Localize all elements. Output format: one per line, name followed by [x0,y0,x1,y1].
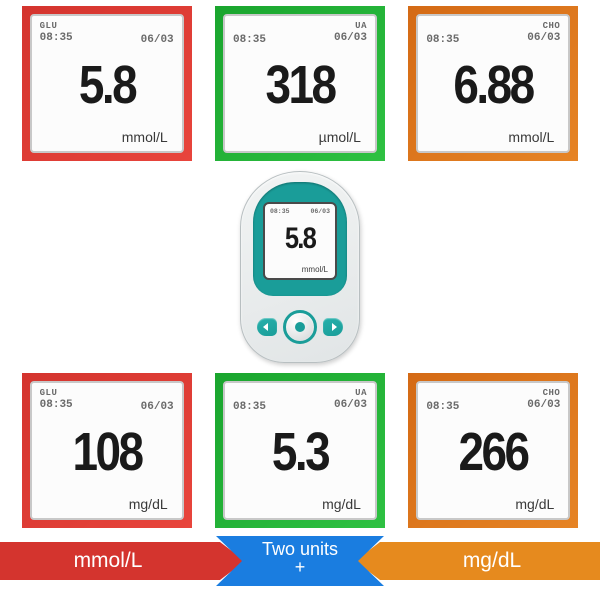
mode-label: CHO [527,22,560,32]
mode-label: CHO [527,389,560,399]
time-label: 08:35 [40,399,73,411]
right-arrow-button[interactable] [323,318,343,336]
panel-ua-mgdl: 08:35 UA06/03 5.3 mg/dL [215,373,385,528]
mode-label: UA [334,389,367,399]
date-label: 06/03 [527,399,560,411]
time-label: 08:35 [40,32,73,44]
reading-value: 5.3 [243,425,357,479]
device-face: 08:35 06/03 5.8 mmol/L [253,182,347,296]
panel-cho-mgdl: 08:35 CHO06/03 266 mg/dL [408,373,578,528]
footer-right-label: mg/dL [402,536,582,586]
time-label: 08:35 [426,34,459,46]
time-label: 08:35 [233,401,266,413]
time-label: 08:35 [270,208,290,215]
center-ok-button[interactable] [283,310,317,344]
reading-value: 108 [50,425,164,479]
panel-ua-umol: 08:35 UA06/03 318 µmol/L [215,6,385,161]
footer-center-label: Two units + [262,540,338,578]
lcd-display: GLU08:35 06/03 108 mg/dL [30,381,184,520]
reading-value: 6.88 [436,58,550,112]
unit-label: mmol/L [270,265,330,274]
unit-label: mg/dL [40,496,174,512]
reading-value: 5.8 [275,224,326,254]
time-label: 08:35 [426,401,459,413]
date-label: 06/03 [310,208,330,215]
device-controls [253,304,347,354]
lcd-display: 08:35 UA06/03 5.3 mg/dL [223,381,377,520]
lcd-header: 08:35 UA06/03 [233,389,367,413]
top-row: GLU 08:35 06/03 5.8 mmol/L 08:35 UA06/03… [0,0,600,167]
lcd-display: 08:35 CHO06/03 6.88 mmol/L [416,14,570,153]
unit-label: mg/dL [233,496,367,512]
date-label: 06/03 [141,34,174,46]
unit-label: mg/dL [426,496,560,512]
time-label: 08:35 [233,34,266,46]
glucose-meter-device: 08:35 06/03 5.8 mmol/L [240,171,360,363]
lcd-display: GLU 08:35 06/03 5.8 mmol/L [30,14,184,153]
date-label: 06/03 [334,399,367,411]
date-label: 06/03 [141,401,174,413]
panel-glu-mgdl: GLU08:35 06/03 108 mg/dL [22,373,192,528]
lcd-display: 08:35 UA06/03 318 µmol/L [223,14,377,153]
unit-label: mmol/L [40,129,174,145]
lcd-header: GLU08:35 06/03 [40,389,174,413]
footer-left-label: mmol/L [18,536,198,586]
reading-value: 266 [436,425,550,479]
date-label: 06/03 [527,32,560,44]
unit-label: mmol/L [426,129,560,145]
panel-glu-mmol: GLU 08:35 06/03 5.8 mmol/L [22,6,192,161]
left-arrow-button[interactable] [257,318,277,336]
date-label: 06/03 [334,32,367,44]
reading-value: 318 [243,58,357,112]
device-lcd: 08:35 06/03 5.8 mmol/L [263,202,337,280]
footer-center-line1: Two units [262,539,338,559]
unit-label: µmol/L [233,129,367,145]
footer-banner: mmol/L Two units + mg/dL [0,536,600,586]
lcd-header: 08:35 UA06/03 [233,22,367,46]
bottom-row: GLU08:35 06/03 108 mg/dL 08:35 UA06/03 5… [0,367,600,534]
lcd-header: 08:35 CHO06/03 [426,22,560,46]
lcd-header: GLU 08:35 06/03 [40,22,174,46]
reading-value: 5.8 [50,58,164,112]
footer-center-line2: + [295,558,306,578]
mode-label: GLU [40,22,73,32]
lcd-header: 08:35 06/03 [270,208,330,215]
mode-label: UA [334,22,367,32]
panel-cho-mmol: 08:35 CHO06/03 6.88 mmol/L [408,6,578,161]
lcd-display: 08:35 CHO06/03 266 mg/dL [416,381,570,520]
mode-label: GLU [40,389,73,399]
lcd-header: 08:35 CHO06/03 [426,389,560,413]
device-row: 08:35 06/03 5.8 mmol/L [0,167,600,367]
